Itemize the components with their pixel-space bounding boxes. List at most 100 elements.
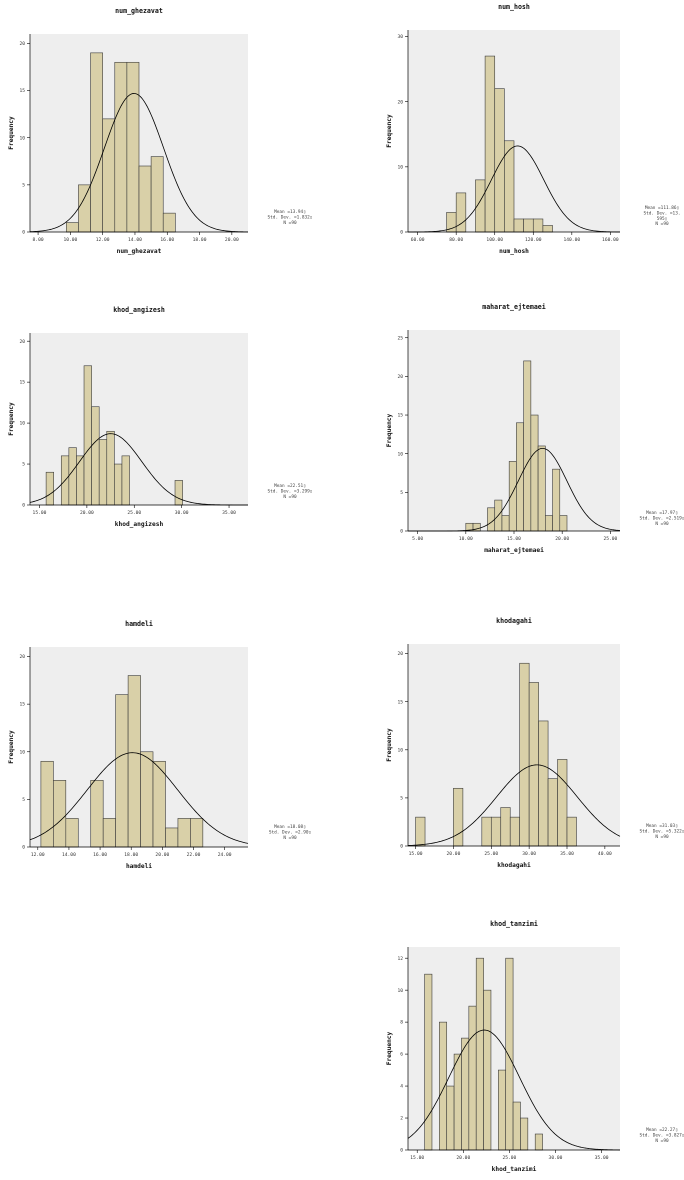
y-tick-label: 15 bbox=[19, 88, 25, 94]
histogram-bar bbox=[542, 225, 553, 233]
x-tick-label: 30.00 bbox=[522, 851, 536, 857]
histogram-bar bbox=[177, 818, 191, 848]
normal-curve bbox=[407, 145, 621, 233]
y-axis-label: Frequency bbox=[386, 728, 393, 762]
x-tick-label: 140.00 bbox=[564, 237, 581, 243]
histogram-bar bbox=[547, 778, 558, 847]
x-tick-label: 100.00 bbox=[486, 237, 503, 243]
stats-line: Std. Dev. =2.519▯ bbox=[640, 515, 684, 521]
histogram-bar bbox=[484, 55, 496, 233]
x-tick-label: 60.00 bbox=[411, 237, 425, 243]
histogram-bar bbox=[505, 957, 514, 1151]
x-tick-label: 30.00 bbox=[175, 510, 189, 516]
x-tick-label: 15.00 bbox=[33, 510, 47, 516]
histogram-bar bbox=[545, 515, 553, 532]
x-tick-label: 16.00 bbox=[160, 237, 174, 243]
y-tick-label: 20 bbox=[19, 339, 25, 345]
x-axis-label: num_ghezavat bbox=[117, 248, 162, 255]
histogram-bar bbox=[483, 989, 492, 1151]
x-tick-label: 160.00 bbox=[602, 237, 619, 243]
y-tick-label: 0 bbox=[400, 529, 403, 535]
y-tick-label: 30 bbox=[397, 34, 403, 40]
x-tick-label: 120.00 bbox=[525, 237, 542, 243]
stats-line: N =90 bbox=[655, 221, 669, 227]
histogram-bar bbox=[513, 218, 524, 233]
y-axis-label: Frequency bbox=[386, 114, 393, 148]
y-axis-label: Frequency bbox=[8, 730, 15, 764]
histogram-khod_angizesh: 0 5 10 15 20 15.00 20.00 25.00 30.00 35.00 khod_an… bbox=[8, 306, 312, 528]
stats-line: Std. Dev. =2.90▯ bbox=[269, 829, 311, 835]
y-tick-label: 10 bbox=[397, 164, 403, 170]
y-tick-label: 10 bbox=[397, 747, 403, 753]
x-tick-label: 30.00 bbox=[549, 1155, 563, 1161]
x-tick-label: 18.00 bbox=[193, 237, 207, 243]
histogram-bar bbox=[174, 480, 183, 506]
histogram-bar bbox=[138, 165, 152, 233]
histogram-bar bbox=[475, 957, 484, 1151]
histogram-bar bbox=[532, 218, 544, 233]
histogram-bar bbox=[114, 61, 128, 233]
histogram-bar bbox=[98, 439, 108, 506]
normal-curve bbox=[29, 752, 249, 844]
x-tick-label: 24.00 bbox=[218, 852, 232, 858]
histogram-bar bbox=[494, 88, 505, 233]
histogram-bar bbox=[90, 52, 103, 233]
histogram-bar bbox=[53, 780, 67, 848]
histogram-bar bbox=[557, 759, 568, 847]
y-tick-label: 10 bbox=[397, 451, 403, 457]
x-tick-label: 80.00 bbox=[449, 237, 463, 243]
stats-line: Std. Dev. =3.299▯ bbox=[268, 488, 313, 494]
histogram-bar bbox=[190, 818, 204, 848]
x-axis-label: num_hosh bbox=[499, 248, 529, 255]
stats-line: N =90 bbox=[655, 834, 669, 840]
y-axis-label: Frequency bbox=[8, 402, 15, 436]
x-tick-label: 40.00 bbox=[598, 851, 612, 857]
chart-title: num_hosh bbox=[498, 3, 530, 11]
histogram-bar bbox=[91, 406, 100, 506]
histogram-bar bbox=[415, 816, 426, 847]
x-axis-label: maharat_ejtemaei bbox=[484, 546, 544, 554]
x-tick-label: 35.00 bbox=[595, 1155, 609, 1161]
histogram-bar bbox=[90, 780, 104, 848]
histogram-bar bbox=[446, 1085, 455, 1151]
x-tick-label: 10.00 bbox=[63, 237, 77, 243]
chart-title: khod_tanzimi bbox=[490, 920, 538, 928]
x-tick-label: 22.00 bbox=[187, 852, 201, 858]
x-tick-label: 25.00 bbox=[502, 1155, 516, 1161]
chart-title: maharat_ejtemaei bbox=[482, 303, 546, 311]
y-tick-label: 20 bbox=[397, 651, 403, 657]
stats-line: Std. Dev. =5.322▯ bbox=[640, 828, 684, 834]
stats-line: Mean =22.27▯ bbox=[646, 1127, 678, 1133]
stats-line: Mean =13.94▯ bbox=[274, 209, 306, 215]
histogram-bar bbox=[453, 787, 464, 847]
stats-line: Mean =18.08▯ bbox=[274, 824, 306, 830]
chart-title: num_ghezavat bbox=[115, 7, 163, 15]
normal-curve bbox=[29, 93, 249, 233]
histogram-bar bbox=[538, 720, 549, 847]
stats-line: N =90 bbox=[283, 494, 297, 500]
x-tick-label: 16.00 bbox=[93, 852, 107, 858]
histogram-maharat_ejtemaei: 0 5 10 15 20 25 5.00 10.00 15.00 20.00 25.00 mahara… bbox=[386, 303, 684, 554]
x-axis-label: khod_angizesh bbox=[115, 520, 164, 528]
histogram-bar bbox=[114, 463, 123, 506]
x-tick-label: 35.00 bbox=[560, 851, 574, 857]
histogram-bar bbox=[453, 1053, 462, 1151]
histogram-hamdeli: 0 5 10 15 20 12.00 14.00 16.00 18.00 20.00 22.00 24… bbox=[8, 620, 311, 870]
histogram-bar bbox=[498, 1069, 507, 1151]
y-tick-label: 25 bbox=[397, 335, 403, 341]
histogram-bar bbox=[500, 807, 511, 847]
x-tick-label: 8.00 bbox=[33, 237, 44, 243]
stats-line: Mean =31.03▯ bbox=[646, 823, 678, 829]
histogram-bar bbox=[121, 455, 130, 506]
y-tick-label: 0 bbox=[400, 230, 403, 236]
x-tick-label: 15.00 bbox=[410, 1155, 424, 1161]
histogram-bar bbox=[530, 414, 539, 532]
x-tick-label: 20.00 bbox=[456, 1155, 470, 1161]
histogram-khodagahi: 0 5 10 15 20 15.00 20.00 25.00 30.00 35.00 40.00 kh… bbox=[386, 617, 684, 869]
chart-title: khodagahi bbox=[496, 617, 532, 625]
x-tick-label: 14.00 bbox=[128, 237, 142, 243]
stats-line: N =90 bbox=[655, 1138, 669, 1144]
stats-line: N =90 bbox=[655, 521, 669, 527]
chart-title: hamdeli bbox=[125, 620, 153, 628]
y-axis-label: Frequency bbox=[386, 1031, 393, 1065]
